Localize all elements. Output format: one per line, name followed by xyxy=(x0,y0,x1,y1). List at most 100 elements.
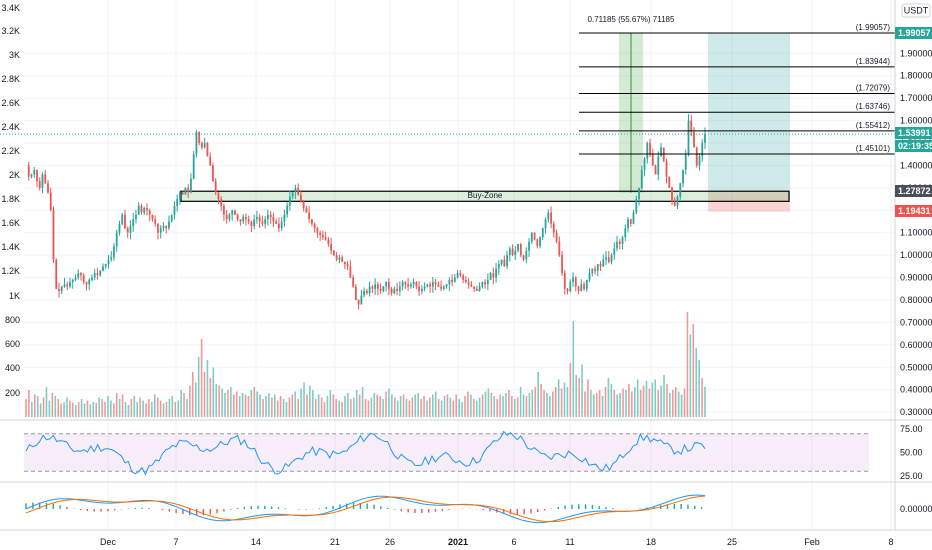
time-tick-label: Dec xyxy=(100,537,117,547)
candle-body xyxy=(283,214,286,222)
macd-hist-bar xyxy=(605,507,607,509)
macd-hist-bar xyxy=(270,506,273,509)
volume-bar xyxy=(552,391,554,417)
volume-bar xyxy=(174,402,177,417)
macd-hist-bar xyxy=(332,505,334,509)
candle-body xyxy=(552,223,555,233)
volume-bar xyxy=(142,400,144,417)
volume-bar xyxy=(470,394,472,417)
volume-bar xyxy=(230,387,232,417)
volume-tick-label: 2.2K xyxy=(1,146,20,156)
volume-bar xyxy=(701,378,703,417)
candle-body xyxy=(550,212,552,224)
candle-body xyxy=(448,279,451,285)
macd-hist-bar xyxy=(509,509,512,515)
volume-bar xyxy=(45,387,48,417)
price-tag-label: 1.27872 xyxy=(898,186,931,196)
volume-tick-label: 1.2K xyxy=(1,266,20,276)
macd-hist-bar xyxy=(482,509,484,511)
candle-body xyxy=(228,214,231,220)
candle-body xyxy=(319,232,322,235)
candle-body xyxy=(506,255,508,267)
candle-body xyxy=(693,131,695,148)
candle-body xyxy=(102,266,104,271)
signal-line xyxy=(25,495,706,523)
volume-bar xyxy=(411,397,414,417)
macd-hist-bar xyxy=(243,506,246,509)
volume-bar xyxy=(382,399,384,417)
candle-body xyxy=(401,282,404,287)
fib-label: (1.72079) xyxy=(856,84,891,93)
volume-bar xyxy=(464,396,466,417)
volume-bar xyxy=(74,405,77,417)
candle-body xyxy=(420,288,423,292)
volume-bar xyxy=(584,391,586,417)
candle-body xyxy=(289,196,291,206)
price-tick-label: 1.80000 xyxy=(900,71,932,81)
macd-hist-bar xyxy=(236,508,239,509)
volume-bar xyxy=(57,399,59,417)
candle-body xyxy=(613,248,616,256)
volume-bar xyxy=(388,388,390,417)
candle-body xyxy=(621,237,624,244)
volume-bar xyxy=(338,400,340,417)
volume-bar xyxy=(323,402,326,417)
volume-bar xyxy=(534,387,537,417)
candle-body xyxy=(354,286,357,300)
candle-body xyxy=(434,282,437,285)
candle-body xyxy=(168,221,170,229)
candle-body xyxy=(533,232,536,240)
volume-bar xyxy=(698,360,700,417)
price-tag-box xyxy=(895,27,932,39)
macd-hist-bar xyxy=(373,504,375,509)
macd-hist-bar xyxy=(543,509,546,511)
volume-bar xyxy=(69,400,71,417)
candle-body xyxy=(308,212,311,220)
fib-label: (1.55412) xyxy=(856,121,891,130)
volume-bar xyxy=(268,393,270,417)
time-tick-label: 14 xyxy=(251,537,261,547)
price-tick-label: 0.40000 xyxy=(900,385,932,395)
volume-bar xyxy=(177,400,179,417)
macd-hist-bar xyxy=(141,507,143,509)
volume-bar xyxy=(113,403,115,417)
volume-bar xyxy=(408,400,411,417)
price-tick-label: 0.30000 xyxy=(900,407,932,417)
candle-body xyxy=(234,210,236,215)
candle-body xyxy=(338,257,341,260)
candle-body xyxy=(371,286,374,289)
macd-hist-bar xyxy=(223,509,225,512)
volume-bar xyxy=(367,400,370,417)
candle-body xyxy=(415,282,418,287)
volume-bar xyxy=(206,360,209,417)
candle-body xyxy=(299,194,302,202)
candle-body xyxy=(223,205,225,215)
volume-bar xyxy=(25,399,27,417)
volume-bar xyxy=(253,387,256,417)
volume-tick-label: 2.6K xyxy=(1,98,20,108)
candle-body xyxy=(27,165,30,177)
candle-body xyxy=(352,277,355,287)
volume-bar xyxy=(209,378,212,417)
macd-hist-bar xyxy=(421,509,423,514)
candle-body xyxy=(313,223,316,229)
volume-bar xyxy=(238,396,241,417)
volume-bar xyxy=(666,384,668,417)
volume-bar xyxy=(478,397,481,417)
macd-hist-bar xyxy=(557,506,559,509)
candle-body xyxy=(93,273,96,278)
volume-bar xyxy=(121,394,124,417)
price-tick-label: 1.90000 xyxy=(900,48,932,58)
macd-hist-bar xyxy=(325,507,327,509)
candle-body xyxy=(646,143,649,159)
candle-body xyxy=(445,284,448,287)
volume-bar xyxy=(639,390,642,417)
candle-body xyxy=(547,212,550,220)
volume-bar xyxy=(168,399,171,417)
volume-bar xyxy=(458,399,460,417)
candle-body xyxy=(77,273,80,278)
candle-body xyxy=(453,277,456,283)
volume-bar xyxy=(344,396,346,417)
macd-hist-bar xyxy=(305,509,307,510)
